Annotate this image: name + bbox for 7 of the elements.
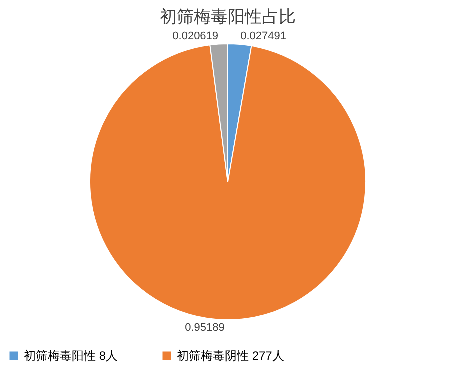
data-label: 0.95189 <box>185 322 225 334</box>
data-label: 0.027491 <box>240 30 286 43</box>
legend-label: 初筛梅毒阴性 277人 <box>177 349 284 363</box>
chart-title: 初筛梅毒阳性占比 <box>160 7 296 26</box>
pie-slice <box>90 44 366 320</box>
data-label: 0.020619 <box>172 30 219 42</box>
legend-label: 初筛梅毒阳性 8人 <box>24 349 118 363</box>
